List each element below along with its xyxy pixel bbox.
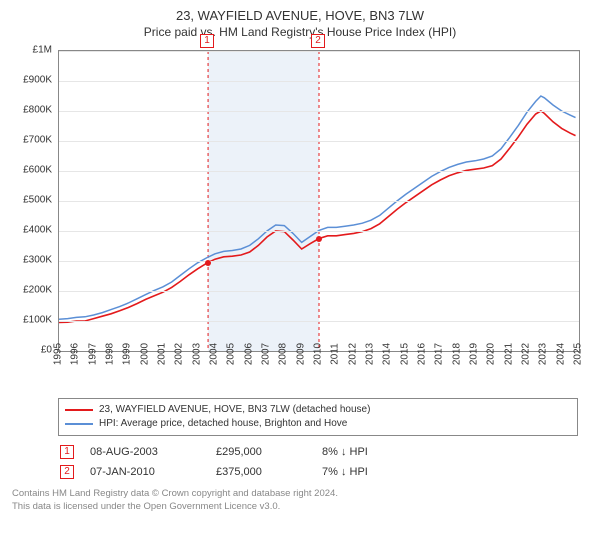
x-tick-label: 2008 xyxy=(278,343,289,365)
x-tick-label: 2001 xyxy=(157,343,168,365)
x-tick-label: 2022 xyxy=(521,343,532,365)
x-tick-label: 2019 xyxy=(469,343,480,365)
x-tick-label: 2009 xyxy=(295,343,306,365)
page-title: 23, WAYFIELD AVENUE, HOVE, BN3 7LW xyxy=(12,8,588,25)
x-tick-label: 2014 xyxy=(382,343,393,365)
sale-row-price: £295,000 xyxy=(216,446,306,458)
legend-swatch xyxy=(65,409,93,411)
sales-table: 1 08-AUG-2003 £295,000 8% ↓ HPI 2 07-JAN-2010… xyxy=(58,442,588,482)
legend: 23, WAYFIELD AVENUE, HOVE, BN3 7LW (deta… xyxy=(58,398,578,436)
y-tick-label: £900K xyxy=(23,75,52,86)
x-tick-label: 2012 xyxy=(347,343,358,365)
x-tick-label: 2023 xyxy=(538,343,549,365)
y-tick-label: £300K xyxy=(23,255,52,266)
x-tick-label: 2021 xyxy=(503,343,514,365)
title-block: 23, WAYFIELD AVENUE, HOVE, BN3 7LW Price… xyxy=(12,8,588,40)
sale-row: 1 08-AUG-2003 £295,000 8% ↓ HPI xyxy=(58,442,588,462)
x-tick-label: 2004 xyxy=(209,343,220,365)
y-tick-label: £600K xyxy=(23,165,52,176)
sale-markers-layer: 12 xyxy=(58,50,578,350)
sale-row-marker: 2 xyxy=(60,465,74,479)
chart-area: £0 £100K £200K £300K £400K £500K £600K £700K £80… xyxy=(12,46,588,394)
x-tick-label: 2025 xyxy=(573,343,584,365)
x-tick-label: 1995 xyxy=(53,343,64,365)
y-tick-label: £200K xyxy=(23,285,52,296)
legend-label: HPI: Average price, detached house, Brig… xyxy=(99,417,347,431)
x-tick-label: 2015 xyxy=(399,343,410,365)
sale-row-diff: 8% ↓ HPI xyxy=(322,446,422,458)
sale-row-date: 07-JAN-2010 xyxy=(90,466,200,478)
sale-row-diff: 7% ↓ HPI xyxy=(322,466,422,478)
y-axis: £0£100K£200K£300K£400K£500K£600K£700K£80… xyxy=(12,50,56,350)
page-subtitle: Price paid vs. HM Land Registry's House … xyxy=(12,25,588,41)
footer: Contains HM Land Registry data © Crown c… xyxy=(12,488,588,513)
x-tick-label: 1999 xyxy=(122,343,133,365)
x-tick-label: 2011 xyxy=(330,344,341,366)
y-tick-label: £1M xyxy=(33,45,52,56)
y-tick-label: £700K xyxy=(23,135,52,146)
x-tick-label: 1996 xyxy=(70,343,81,365)
x-tick-label: 2005 xyxy=(226,343,237,365)
x-tick-label: 2007 xyxy=(261,343,272,365)
x-tick-label: 2006 xyxy=(243,343,254,365)
x-tick-label: 2016 xyxy=(417,343,428,365)
y-tick-label: £800K xyxy=(23,105,52,116)
y-tick-label: £400K xyxy=(23,225,52,236)
x-tick-label: 1998 xyxy=(105,343,116,365)
x-axis: 1995199619971998199920002001200220032004… xyxy=(58,352,578,388)
legend-item: 23, WAYFIELD AVENUE, HOVE, BN3 7LW (deta… xyxy=(65,403,571,417)
x-tick-label: 2024 xyxy=(555,343,566,365)
sale-row-date: 08-AUG-2003 xyxy=(90,446,200,458)
x-tick-label: 2013 xyxy=(365,343,376,365)
legend-label: 23, WAYFIELD AVENUE, HOVE, BN3 7LW (deta… xyxy=(99,403,370,417)
y-tick-label: £100K xyxy=(23,315,52,326)
y-tick-label: £0 xyxy=(41,345,52,356)
sale-marker: 1 xyxy=(200,34,214,48)
x-tick-label: 2002 xyxy=(174,343,185,365)
sale-row-price: £375,000 xyxy=(216,466,306,478)
footer-line-2: This data is licensed under the Open Gov… xyxy=(12,501,588,513)
x-tick-label: 2018 xyxy=(451,343,462,365)
x-tick-label: 2003 xyxy=(191,343,202,365)
sale-row: 2 07-JAN-2010 £375,000 7% ↓ HPI xyxy=(58,462,588,482)
x-tick-label: 2000 xyxy=(139,343,150,365)
x-tick-label: 2020 xyxy=(486,343,497,365)
y-tick-label: £500K xyxy=(23,195,52,206)
x-tick-label: 2017 xyxy=(434,343,445,365)
x-tick-label: 2010 xyxy=(313,343,324,365)
legend-swatch xyxy=(65,423,93,425)
sale-marker: 2 xyxy=(311,34,325,48)
legend-item: HPI: Average price, detached house, Brig… xyxy=(65,417,571,431)
sale-row-marker: 1 xyxy=(60,445,74,459)
footer-line-1: Contains HM Land Registry data © Crown c… xyxy=(12,488,588,500)
x-tick-label: 1997 xyxy=(87,343,98,365)
